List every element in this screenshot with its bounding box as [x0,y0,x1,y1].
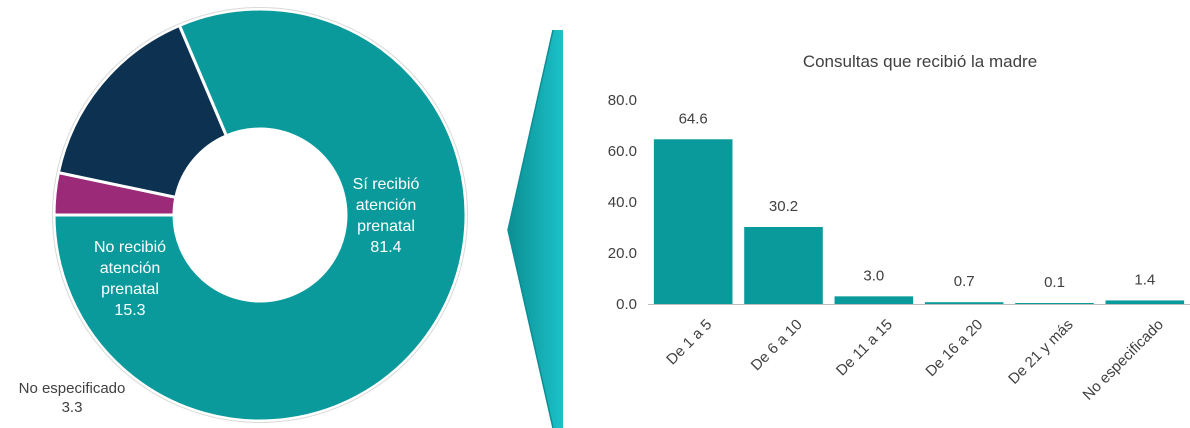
x-tick-label: De 6 a 10 [748,316,806,374]
x-tick-label: De 16 a 20 [922,316,986,380]
donut-category-label: No recibió [94,239,166,256]
y-tick-label: 80.0 [608,92,637,109]
donut-slice-si-recibio [52,7,468,423]
bar-value-label: 64.6 [679,110,708,127]
bar-value-label: 30.2 [769,198,798,215]
arrow-shape [508,30,563,428]
x-tick-label: No especificado [1080,316,1167,403]
donut-label-no-recibio: No recibió atención prenatal 15.3 [94,239,166,319]
x-tick-label: De 1 a 5 [663,316,715,368]
bar-value-label: 0.1 [1044,274,1065,291]
donut-category-label: Sí recibió [353,176,420,193]
donut-value-label: 81.4 [370,239,401,256]
x-tick-label: De 11 a 15 [833,316,896,379]
bar-de-1-a-5 [653,139,733,304]
y-tick-label: 20.0 [608,245,637,262]
bar-no-especificado [1105,300,1185,304]
bar-de-11-a-15 [834,296,914,304]
bar-value-label: 0.7 [954,273,975,290]
donut-category-label: atención [100,260,161,277]
bar-chart-title: Consultas que recibió la madre [803,52,1037,71]
donut-label-no-especificado: No especificado 3.3 [19,380,126,416]
donut-value-label: 3.3 [62,399,83,416]
bar-de-21-y-mas [1015,303,1094,304]
callout-arrow [507,29,563,428]
donut-value-label: 15.3 [114,302,145,319]
donut-chart: Sí recibió atención prenatal 81.4 No especif… [19,7,468,423]
arrow-edge [507,29,554,428]
y-tick-label: 0.0 [616,296,637,313]
x-tick-label: De 21 y más [1005,316,1077,388]
donut-outline [52,7,468,423]
y-tick-label: 60.0 [608,143,637,160]
bar-de-6-a-10 [744,226,823,304]
donut-slice-no-recibio [56,23,229,200]
donut-category-label: No especificado [19,380,126,397]
donut-category-label: prenatal [101,281,159,298]
donut-category-label: prenatal [357,218,415,235]
donut-category-label: atención [356,197,417,214]
bar-chart: Consultas que recibió la madre 0.0 20.0 40… [608,52,1190,404]
donut-label-si-recibio: Sí recibió atención prenatal 81.4 [353,176,420,256]
y-tick-label: 40.0 [608,194,637,211]
bar-de-16-a-20 [924,302,1004,304]
bar-value-label: 1.4 [1134,271,1155,288]
bar-value-label: 3.0 [863,267,884,284]
